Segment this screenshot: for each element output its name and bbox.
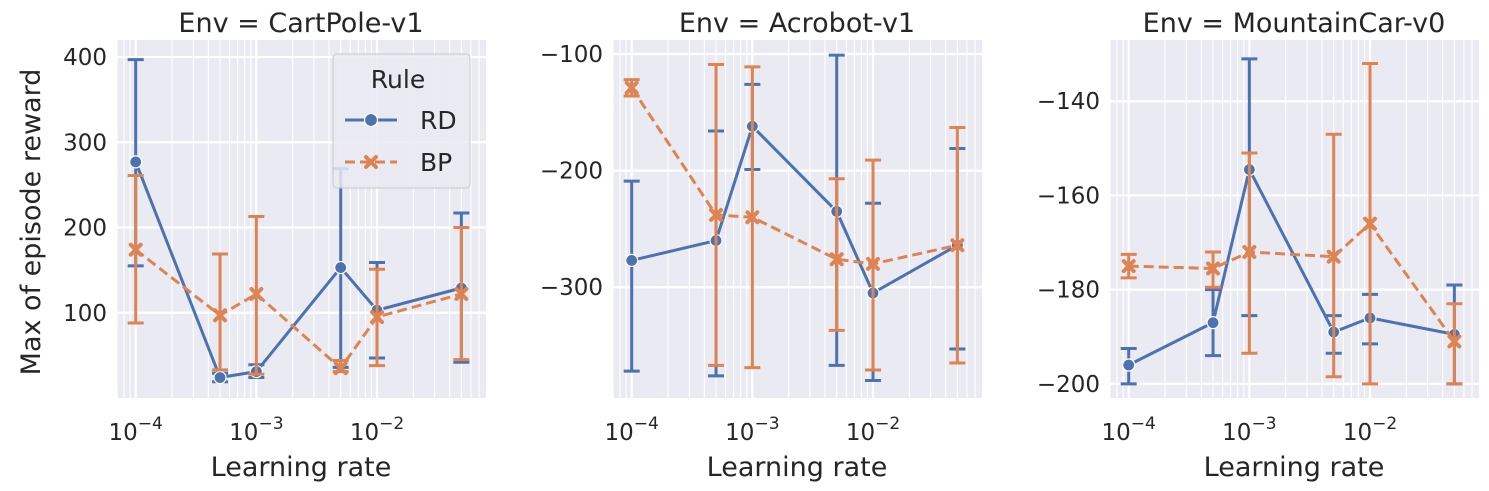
legend-rd-label: RD: [420, 106, 457, 135]
legend-bp-marker: [364, 155, 378, 169]
panel-title: Env = Acrobot-v1: [679, 8, 915, 39]
legend: Rule RD BP: [332, 53, 471, 189]
x-tick-label: 10−4: [1102, 414, 1156, 446]
panel-title: Env = CartPole-v1: [178, 8, 423, 39]
data-point-bp: [1326, 249, 1341, 264]
legend-rd-marker: [363, 112, 379, 128]
y-tick-label: −200: [540, 159, 603, 185]
panel-mountaincar: Env = MountainCar-v0 Learning rate 10−4 1…: [1037, 8, 1479, 483]
y-tick-label: −200: [1037, 372, 1100, 398]
data-point-bp: [333, 361, 348, 376]
y-tick-label: 400: [63, 45, 107, 71]
plot-background: [1110, 40, 1479, 398]
data-point-bp: [709, 207, 724, 222]
data-point-bp: [1447, 334, 1462, 349]
x-axis-label: Learning rate: [707, 452, 888, 483]
panel-acrobot: Env = Acrobot-v1 Learning rate 10−4 10−3 1…: [540, 8, 982, 483]
y-tick-label: −300: [540, 275, 603, 301]
series-line-bp: [1128, 222, 1456, 343]
data-point-bp: [745, 210, 760, 225]
data-point-rd: [213, 370, 227, 385]
legend-box: [332, 53, 471, 189]
plot-area: 10−4 10−3 10−2 −140 −160 −180 −200: [1037, 40, 1479, 446]
x-tick-label: 10−3: [1222, 414, 1276, 446]
series-line-bp: [630, 86, 958, 266]
x-tick-label: 10−2: [350, 414, 404, 446]
series-line-rd: [1128, 168, 1455, 367]
data-point-bp: [454, 287, 469, 302]
data-point-bp: [1121, 259, 1136, 274]
data-point-rd: [1122, 358, 1136, 372]
x-tick-label: 10−4: [109, 414, 163, 446]
x-tick-label: 10−4: [605, 414, 659, 446]
x-tick-label: 10−2: [846, 414, 900, 446]
data-point-bp: [370, 310, 385, 325]
y-tick-label: 300: [63, 130, 107, 156]
data-point-bp: [1206, 261, 1221, 276]
series-line-rd: [134, 161, 462, 379]
y-tick-label: −100: [540, 42, 603, 68]
data-point-bp: [624, 80, 639, 95]
data-point-bp: [213, 308, 228, 323]
plot-background: [613, 40, 982, 398]
legend-title: Rule: [371, 65, 425, 94]
y-tick-label: −180: [1037, 278, 1100, 304]
series-line-rd: [631, 124, 959, 295]
data-point-bp: [1363, 216, 1378, 231]
data-point-bp: [950, 238, 965, 253]
legend-bp-label: BP: [420, 148, 452, 177]
x-tick-label: 10−3: [229, 414, 283, 446]
plot-area: 10−4 10−3 10−2 −100 −200 −300: [540, 40, 982, 446]
data-point-bp: [1242, 244, 1257, 259]
y-tick-label: −160: [1037, 183, 1100, 209]
y-axis-label: Max of episode reward: [16, 69, 47, 376]
series-line-bp: [134, 248, 462, 370]
data-point-rd: [334, 260, 348, 275]
panel-title: Env = MountainCar-v0: [1143, 8, 1446, 39]
data-point-rd: [129, 155, 143, 169]
data-point-rd: [1206, 316, 1220, 330]
x-tick-label: 10−2: [1343, 414, 1397, 446]
data-point-rd: [625, 253, 639, 267]
data-point-bp: [866, 256, 881, 271]
data-point-bp: [249, 287, 264, 302]
x-tick-label: 10−3: [725, 414, 779, 446]
y-tick-label: −140: [1037, 89, 1100, 115]
x-axis-label: Learning rate: [1204, 452, 1385, 483]
y-tick-label: 200: [63, 216, 107, 242]
data-point-bp: [128, 242, 143, 257]
x-axis-label: Learning rate: [211, 452, 392, 483]
data-point-bp: [829, 252, 844, 267]
y-tick-label: 100: [63, 301, 107, 327]
